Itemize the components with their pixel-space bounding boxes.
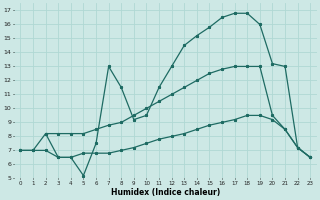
X-axis label: Humidex (Indice chaleur): Humidex (Indice chaleur) [111, 188, 220, 197]
